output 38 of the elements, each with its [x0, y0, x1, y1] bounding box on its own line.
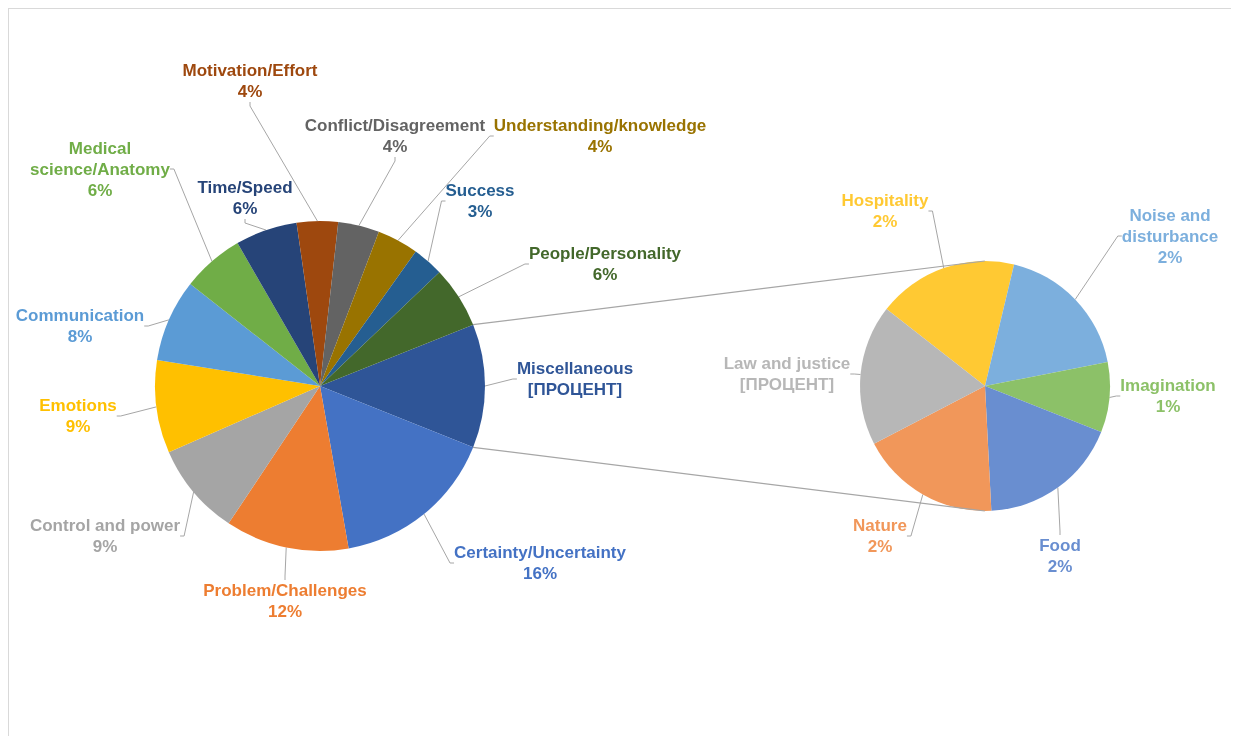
data-label: 2%: [867, 537, 893, 556]
slice-label: Imagination: [1120, 376, 1216, 395]
slice-label: Problem/Challenges: [203, 581, 367, 600]
data-label: [ПРОЦЕНТ]: [527, 380, 623, 399]
data-label: 2%: [872, 212, 898, 231]
slice-label: Certainty/Uncertainty: [454, 543, 627, 562]
data-label: 2%: [1047, 557, 1073, 576]
slice-label: Understanding/knowledge: [493, 116, 707, 135]
data-label: 16%: [522, 564, 558, 583]
data-label: 3%: [467, 202, 493, 221]
slice-label: People/Personality: [528, 244, 682, 263]
data-label: 6%: [592, 265, 618, 284]
data-label: 6%: [87, 180, 113, 200]
data-label: 4%: [237, 82, 263, 101]
data-label: 12%: [267, 602, 303, 621]
data-label: 2%: [1157, 247, 1183, 267]
slice-label: Law and justice: [723, 354, 851, 373]
slice-label: Emotions: [39, 396, 117, 415]
slice-label: Hospitality: [841, 191, 929, 210]
data-label: 9%: [65, 417, 91, 436]
slice-label: Nature: [853, 516, 907, 535]
data-label: 9%: [92, 537, 118, 556]
slice-label: Communication: [15, 306, 145, 325]
slice-label: Success: [445, 181, 515, 200]
slice-label: Conflict/Disagreement: [304, 116, 486, 135]
data-label: 4%: [587, 137, 613, 156]
slice-label: Motivation/Effort: [182, 61, 318, 80]
slice-label: Time/Speed: [197, 178, 293, 197]
data-label: 4%: [382, 137, 408, 156]
slice-label: Control and power: [29, 516, 181, 535]
slice-label: Noise and disturbance: [1121, 205, 1219, 246]
slice-label: Medical science/Anatomy: [30, 138, 171, 179]
data-label: 8%: [67, 327, 93, 346]
data-label: 1%: [1155, 397, 1181, 416]
slice-label: Miscellaneous: [516, 359, 634, 378]
data-label: [ПРОЦЕНТ]: [739, 375, 835, 394]
data-label: 6%: [232, 199, 258, 218]
slice-label: Food: [1039, 536, 1081, 555]
